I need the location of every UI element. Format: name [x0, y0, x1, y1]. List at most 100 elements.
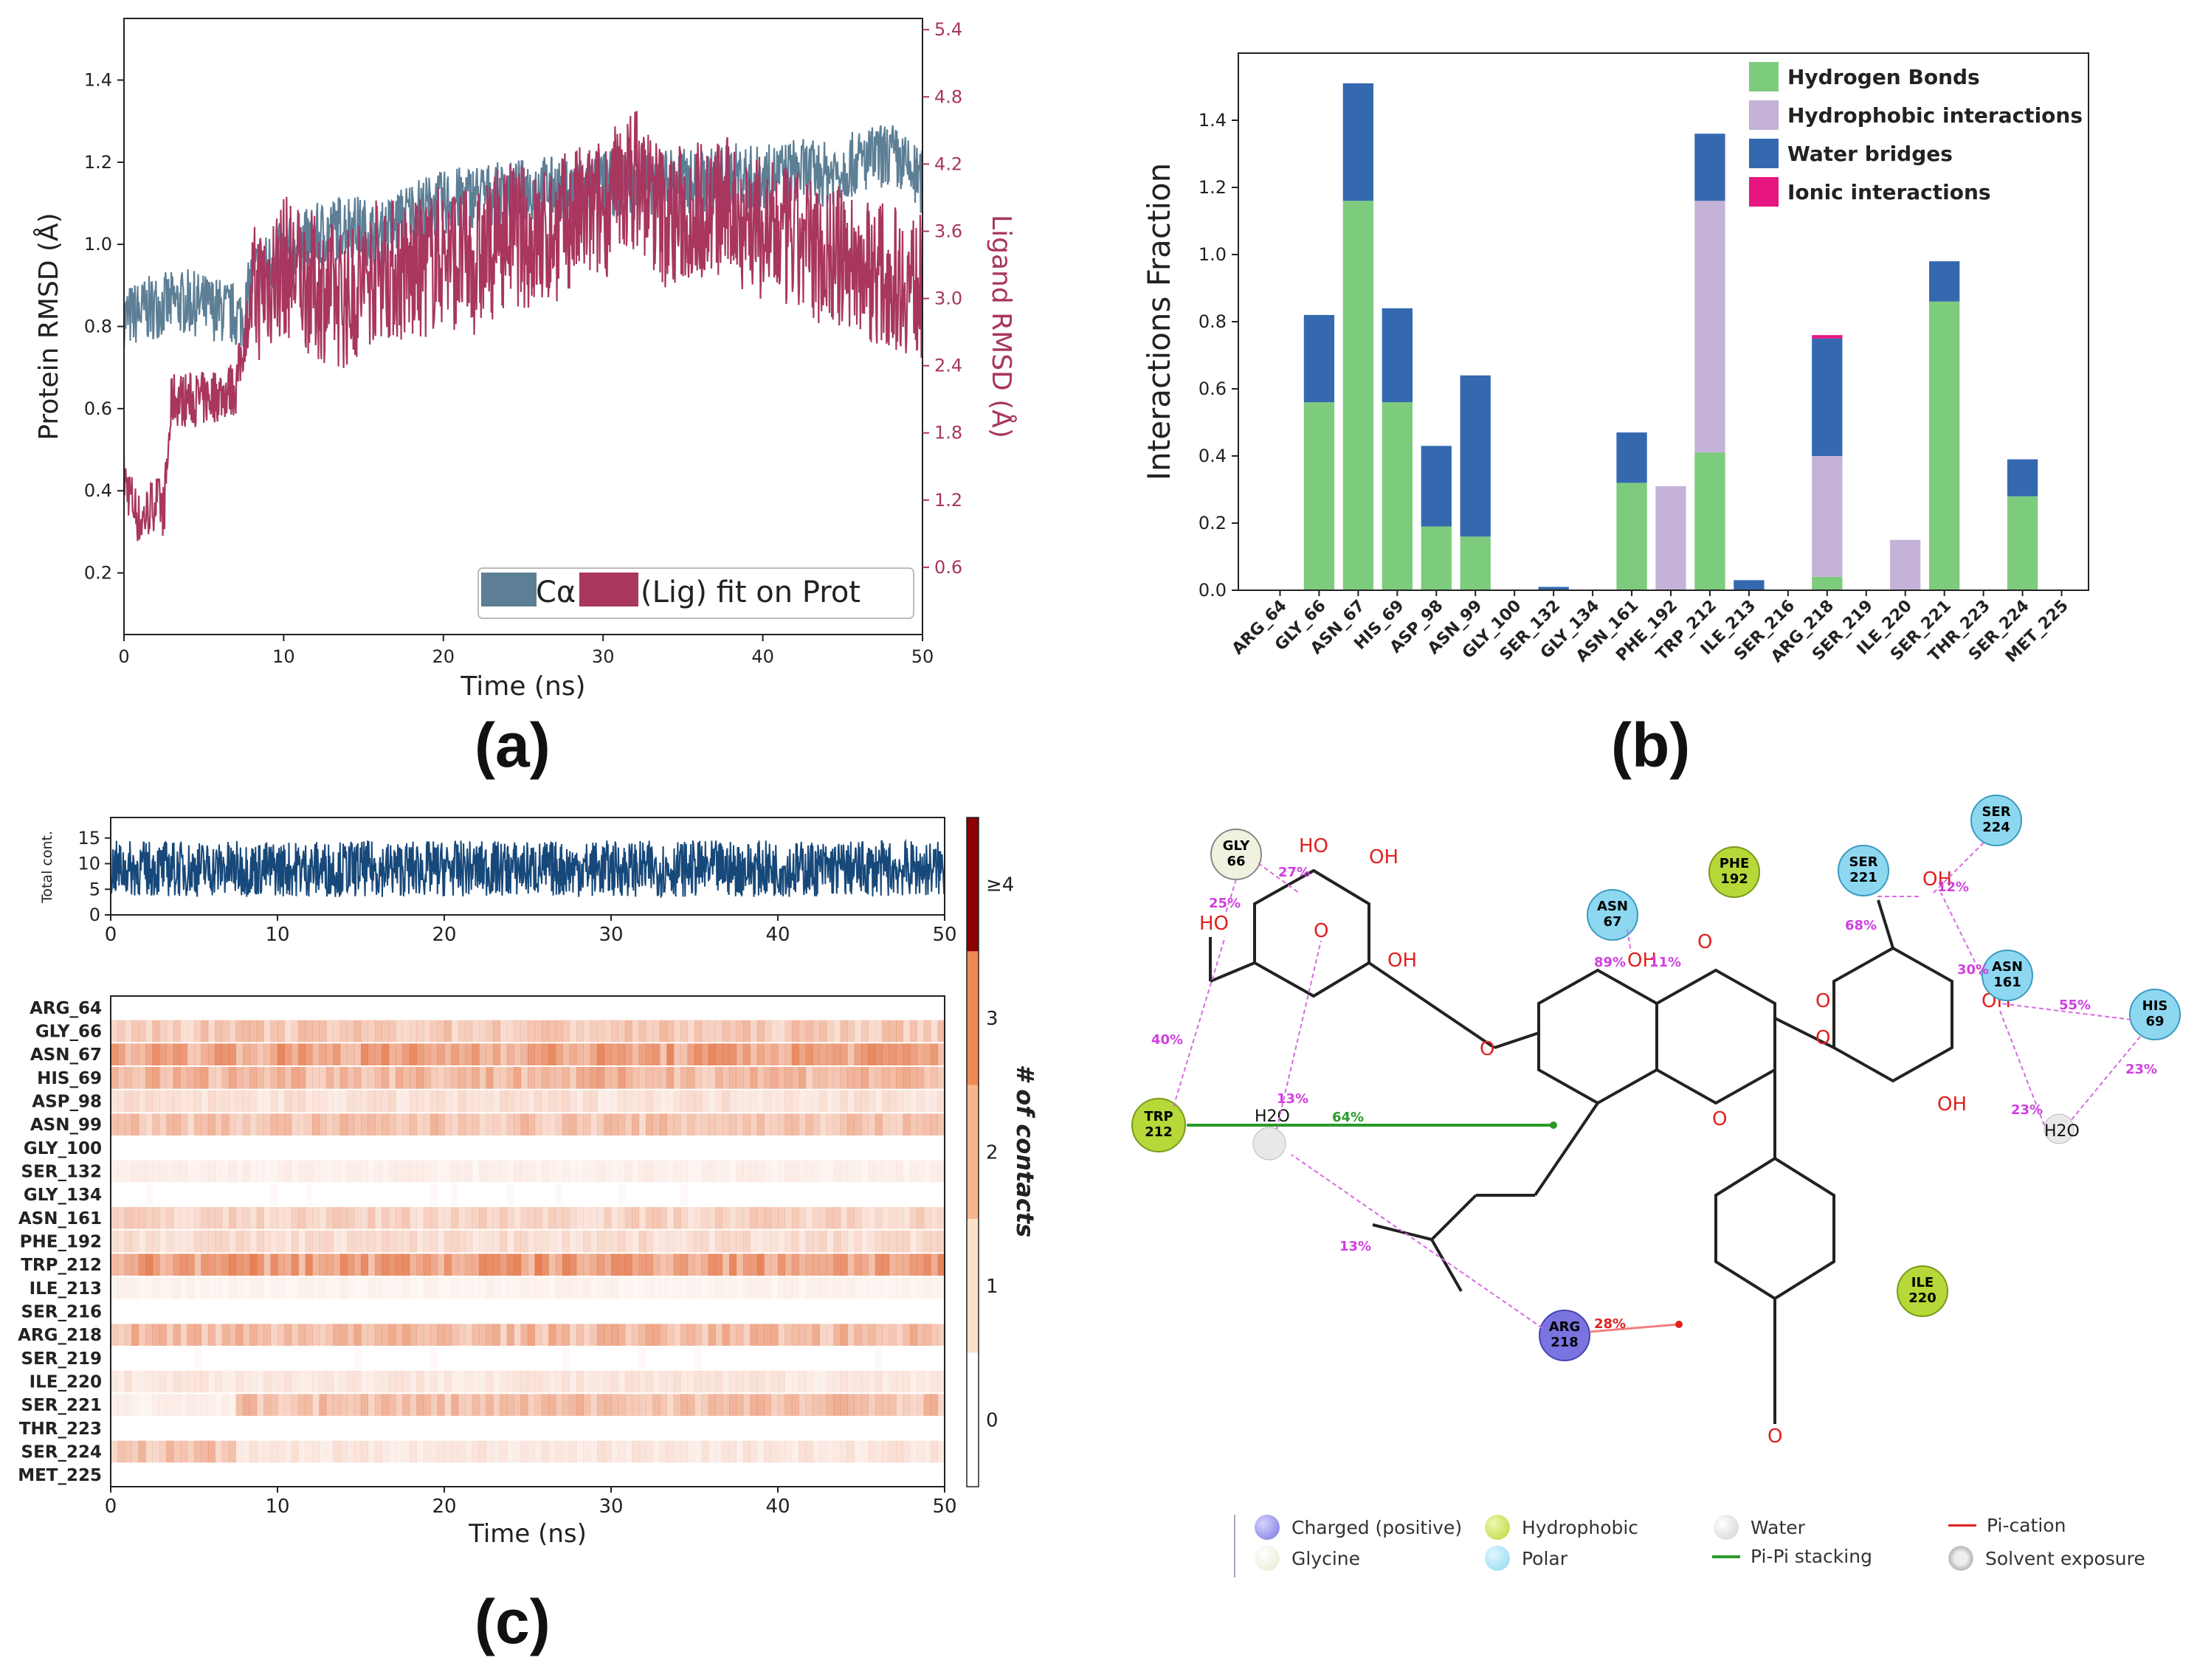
heatmap-cell [221, 1090, 230, 1113]
heatmap-cell [368, 1324, 376, 1346]
pct-28: 28% [1594, 1316, 1626, 1332]
heatmap-cell [229, 1207, 236, 1229]
heatmap-cell [562, 1090, 570, 1113]
heatmap-cell [638, 1254, 646, 1276]
heatmap-cell [715, 1160, 723, 1183]
heatmap-cell [166, 1254, 174, 1276]
heatmap-cell [673, 1440, 681, 1463]
heatmap-cell [256, 1277, 264, 1299]
heatmap-cell [722, 1440, 730, 1463]
heatmap-cell [312, 1090, 320, 1113]
heatmap-cell [861, 1067, 869, 1089]
atom-o-methoxy: O [1767, 1425, 1782, 1448]
heatmap-cell [562, 1394, 570, 1416]
heatmap-cell [180, 1043, 188, 1065]
heatmap-cell [298, 1394, 306, 1416]
colorbar-tick-label: ≥4 [986, 874, 1014, 896]
heatmap-cell [826, 1277, 834, 1299]
heatmap-cell [423, 1090, 431, 1113]
colorbar-title: # of contacts [1011, 1065, 1039, 1237]
heatmap-cell [541, 1043, 549, 1065]
heatmap-cell [124, 1043, 132, 1065]
heatmap-cell [687, 1324, 695, 1346]
heatmap-cell [750, 1254, 758, 1276]
heatmap-cell [882, 1113, 890, 1135]
heatmap-cell [353, 1043, 362, 1065]
water-label-1: H2O [1255, 1107, 1290, 1126]
heatmap-cell [458, 1043, 466, 1065]
heatmap-cell [173, 1254, 181, 1276]
heatmap-cell [764, 1067, 772, 1089]
heatmap-cell [207, 1090, 215, 1113]
heatmap-cell [472, 1440, 480, 1463]
heatmap-cell [882, 1370, 890, 1393]
heatmap-cell [791, 1113, 799, 1135]
y2-tick-label: 4.8 [934, 86, 962, 107]
heatmap-cell [562, 1043, 570, 1065]
heatmap-cell [111, 1394, 118, 1416]
heatmap-cell [277, 1067, 285, 1089]
svg-text:ASN: ASN [1597, 899, 1628, 914]
heatmap-cell [729, 1254, 737, 1276]
heatmap-cell [569, 1020, 577, 1043]
heatmap-cell [361, 1113, 368, 1135]
heatmap-cell [903, 1370, 911, 1393]
heatmap-cell [868, 1020, 876, 1043]
heatmap-cell [826, 1370, 834, 1393]
heatmap-cell [784, 1394, 793, 1416]
heatmap-cell [451, 1020, 459, 1043]
heatmap-cell [854, 1230, 862, 1253]
heatmap-cell [868, 1067, 876, 1089]
heatmap-cell [430, 1067, 438, 1089]
heatmap-cell [694, 1370, 702, 1393]
heatmap-cell [506, 1277, 514, 1299]
heatmap-row-label: ASN_161 [18, 1209, 102, 1228]
heatmap-cell [701, 1043, 709, 1065]
heatmap-cell [840, 1440, 848, 1463]
heatmap-cell [909, 1020, 917, 1043]
heatmap-cell [791, 1324, 799, 1346]
heatmap-cell [284, 1230, 292, 1253]
heatmap-cell [298, 1067, 306, 1089]
heatmap-cell [451, 1113, 459, 1135]
heatmap-cell [256, 1090, 264, 1113]
heatmap-cell [611, 1020, 618, 1043]
heatmap-cell [826, 1254, 834, 1276]
heatmap-cell [298, 1207, 306, 1229]
heatmap-cell [263, 1254, 272, 1276]
heatmap-cell [145, 1207, 153, 1229]
heatmap-cell [583, 1440, 591, 1463]
heatmap-cell [590, 1067, 598, 1089]
heatmap-cell [520, 1113, 528, 1135]
residue-ile-220: ILE 220 [1897, 1265, 1948, 1317]
heatmap-cell [875, 1230, 883, 1253]
heatmap-cell [590, 1020, 598, 1043]
heatmap-cell [514, 1043, 522, 1065]
heatmap-cell [854, 1394, 862, 1416]
heatmap-cell [673, 1067, 681, 1089]
heatmap-cell [632, 1230, 640, 1253]
heatmap-cell [784, 1440, 793, 1463]
heatmap-cell [361, 1090, 368, 1113]
heatmap-cell [159, 1020, 167, 1043]
heatmap-cell [917, 1067, 925, 1089]
heatmap-cell [451, 1090, 459, 1113]
heatmap-cell [298, 1370, 306, 1393]
heatmap-cell [875, 1394, 883, 1416]
heatmap-cell [263, 1370, 272, 1393]
heatmap-cell [868, 1113, 876, 1135]
heatmap-cell [117, 1090, 125, 1113]
heatmap-cell [479, 1230, 486, 1253]
heatmap-cell [528, 1324, 535, 1346]
heatmap-cell [124, 1277, 132, 1299]
heatmap-cell [500, 1324, 508, 1346]
heatmap-cell [145, 1230, 153, 1253]
heatmap-cell [847, 1020, 855, 1043]
heatmap-cell [875, 1440, 883, 1463]
heatmap-cell [396, 1090, 403, 1113]
heatmap-cell [305, 1067, 313, 1089]
heatmap-cell [368, 1394, 376, 1416]
top-y-tick-label: 10 [77, 854, 100, 874]
heatmap-cell [465, 1324, 473, 1346]
heatmap-cell [166, 1090, 174, 1113]
